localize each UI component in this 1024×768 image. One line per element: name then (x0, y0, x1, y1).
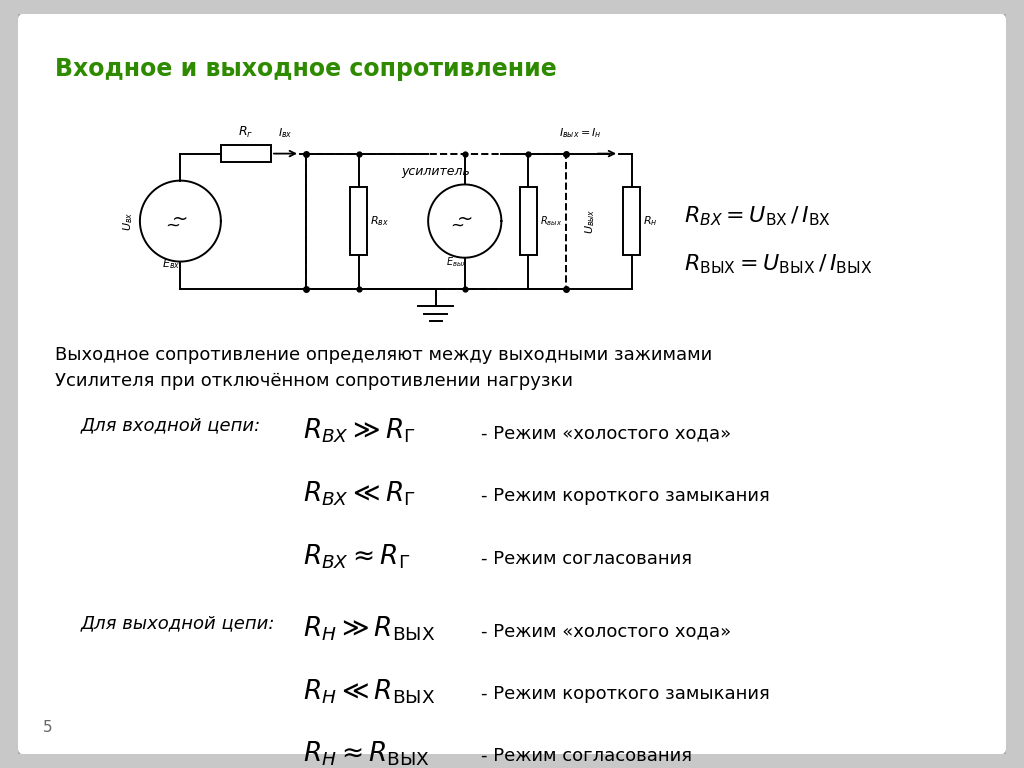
Text: $R_{BX} \approx R_{\Gamma}$: $R_{BX} \approx R_{\Gamma}$ (303, 542, 410, 571)
Text: $R_н$: $R_н$ (643, 214, 657, 228)
Text: Выходное сопротивление определяют между выходными зажимами: Выходное сопротивление определяют между … (55, 346, 713, 364)
Bar (221, 145, 271, 162)
FancyBboxPatch shape (16, 12, 1008, 756)
Text: - Режим короткого замыкания: - Режим короткого замыкания (481, 487, 770, 505)
Text: ~: ~ (165, 217, 180, 235)
Text: $R_{BX} = U_{\mathrm{BX}}\,/\,I_{\mathrm{BX}}$: $R_{BX} = U_{\mathrm{BX}}\,/\,I_{\mathrm… (684, 204, 830, 228)
Text: $R_г$: $R_г$ (239, 125, 254, 140)
Text: - Режим «холостого хода»: - Режим «холостого хода» (481, 622, 731, 640)
Text: $R_{вых}$: $R_{вых}$ (540, 214, 562, 228)
Text: ~: ~ (451, 217, 464, 235)
Bar (306, 154, 566, 289)
Text: - Режим короткого замыкания: - Режим короткого замыкания (481, 685, 770, 703)
Bar (350, 187, 368, 255)
Text: Усилителя при отключённом сопротивлении нагрузки: Усилителя при отключённом сопротивлении … (55, 372, 573, 390)
Text: $R_{вх}$: $R_{вх}$ (371, 214, 389, 228)
Text: $I_{вх}$: $I_{вх}$ (279, 126, 293, 140)
Text: $R_{\mathrm{BЫХ}} = U_{\mathrm{BЫХ}}\,/\,I_{\mathrm{BЫХ}}$: $R_{\mathrm{BЫХ}} = U_{\mathrm{BЫХ}}\,/\… (684, 253, 871, 276)
Text: $R_{H} \gg R_{\mathrm{BЫХ}}$: $R_{H} \gg R_{\mathrm{BЫХ}}$ (303, 614, 435, 643)
Text: $R_{BX} \gg R_{\Gamma}$: $R_{BX} \gg R_{\Gamma}$ (303, 417, 416, 445)
Text: усилитель: усилитель (401, 165, 470, 178)
Text: - Режим согласования: - Режим согласования (481, 550, 692, 568)
Text: Для входной цепи:: Для входной цепи: (81, 417, 261, 435)
Text: Для выходной цепи:: Для выходной цепи: (81, 614, 275, 632)
Text: $R_{BX} \ll R_{\Gamma}$: $R_{BX} \ll R_{\Gamma}$ (303, 479, 416, 508)
Text: $R_{H} \approx R_{\mathrm{BЫХ}}$: $R_{H} \approx R_{\mathrm{BЫХ}}$ (303, 740, 429, 768)
Text: $E_{вых}$: $E_{вых}$ (446, 255, 468, 269)
Text: - Режим согласования: - Режим согласования (481, 747, 692, 766)
Text: Входное и выходное сопротивление: Входное и выходное сопротивление (55, 57, 557, 81)
Text: $I_{вых} = I_н$: $I_{вых} = I_н$ (559, 126, 602, 140)
Text: $E_{вх}$: $E_{вх}$ (162, 257, 180, 270)
Text: ~: ~ (457, 210, 473, 229)
Text: $R_{H} \ll R_{\mathrm{BЫХ}}$: $R_{H} \ll R_{\mathrm{BЫХ}}$ (303, 677, 435, 706)
Text: - Режим «холостого хода»: - Режим «холостого хода» (481, 425, 731, 442)
Text: 5: 5 (43, 720, 52, 735)
Text: $U_{вых}$: $U_{вых}$ (584, 208, 597, 233)
Text: ~: ~ (172, 210, 188, 229)
Bar (623, 187, 640, 255)
Text: $U_{вх}$: $U_{вх}$ (122, 211, 135, 230)
Bar (520, 187, 537, 255)
